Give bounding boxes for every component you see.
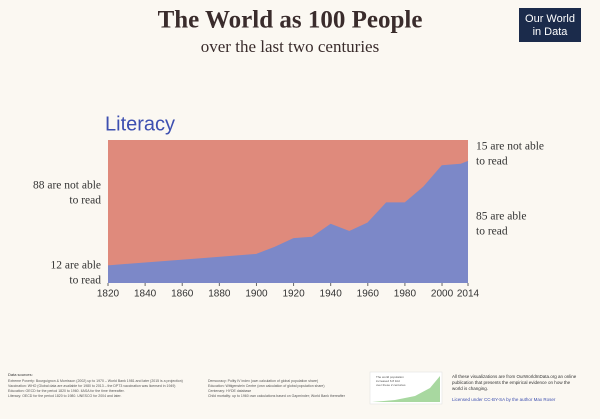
annotation: to read bbox=[69, 275, 101, 287]
x-tick-label: 1840 bbox=[134, 289, 157, 300]
logo-text: in Data bbox=[533, 26, 569, 38]
footer-text: The world population bbox=[376, 375, 404, 379]
x-tick-label: 1860 bbox=[171, 289, 194, 300]
footer-text: Education: Wittgenstein Centre (own calc… bbox=[208, 384, 325, 388]
subtitle: over the last two centuries bbox=[201, 37, 379, 56]
footer-text: Education: OECD for the period 1820 to 1… bbox=[8, 389, 125, 393]
footer-text: world is changing. bbox=[452, 386, 488, 391]
footer: Data sources: Extreme Poverty: Bourguigno… bbox=[8, 371, 577, 405]
footer-text: publication that presents the empirical … bbox=[452, 380, 571, 385]
footer-text: Centenary: HYDE database bbox=[208, 389, 251, 393]
annotation: 15 are not able bbox=[476, 141, 544, 153]
logo-text: Our World bbox=[525, 13, 575, 25]
annotation: to read bbox=[476, 226, 508, 238]
footer-text: Vaccination: WHO (Global data are availa… bbox=[8, 384, 175, 388]
x-tick-label: 1980 bbox=[394, 289, 417, 300]
plot: 1820 1840 1860 1880 1900 1920 1940 1960 1980 2000… bbox=[33, 140, 544, 300]
area-line bbox=[107, 160, 469, 267]
annotation: to read bbox=[476, 156, 508, 168]
footer-text: over these 2 centuries bbox=[376, 383, 406, 387]
footer-text: All these visualizations are from OurWor… bbox=[452, 374, 577, 379]
annotation: to read bbox=[69, 195, 101, 207]
footer-text: Democracy: Polity IV index (own calculat… bbox=[208, 379, 318, 383]
logo: Our World in Data bbox=[519, 8, 581, 42]
footer-text: Licensed under CC-BY-SA by the author Ma… bbox=[452, 397, 556, 402]
footer-text: Child mortality: up to 1960 own calculat… bbox=[208, 394, 346, 398]
annotation: 88 are not able bbox=[33, 180, 101, 192]
footer-text: Data sources: bbox=[8, 372, 33, 377]
chart-title: Literacy bbox=[105, 113, 175, 135]
x-tick-label: 1900 bbox=[245, 289, 268, 300]
x-tick-label: 2000 bbox=[431, 289, 454, 300]
footer-text: Extreme Poverty: Bourguignon & Morrisson… bbox=[8, 379, 183, 383]
footer-text: Literacy: OECD for the period 1820 to 19… bbox=[8, 394, 121, 398]
area-fill bbox=[108, 161, 468, 283]
x-tick-label: 2014 bbox=[457, 289, 480, 300]
x-tick-label: 1920 bbox=[282, 289, 305, 300]
x-tick-label: 1960 bbox=[357, 289, 380, 300]
annotation: 85 are able bbox=[476, 211, 526, 223]
x-tick-label: 1820 bbox=[97, 289, 120, 300]
footer-text: increased 6.8 fold bbox=[376, 379, 400, 383]
x-tick-label: 1940 bbox=[320, 289, 343, 300]
annotation: 12 are able bbox=[51, 260, 101, 272]
logo-box bbox=[519, 8, 581, 42]
inset-shape bbox=[372, 376, 440, 402]
title: The World as 100 People bbox=[158, 7, 423, 34]
x-tick-label: 1880 bbox=[208, 289, 231, 300]
